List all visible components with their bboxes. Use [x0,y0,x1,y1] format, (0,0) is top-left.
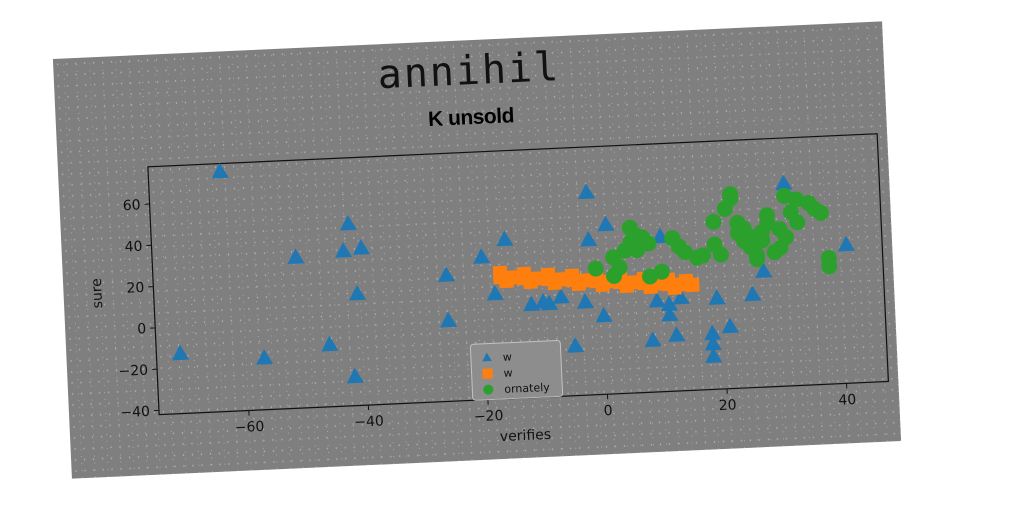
data-point-circle [628,242,645,259]
data-point-triangle [595,306,613,323]
x-tick-label: 20 [718,397,737,414]
data-point-triangle [644,331,662,348]
data-point-triangle [775,174,793,191]
series-layer [172,162,856,384]
scatter-plot: −60 −40 −20 0 20 40 −40 −20 0 20 40 60 verifies su… [89,133,890,445]
data-point-triangle [211,162,229,179]
data-point-triangle [705,347,723,363]
x-tick-label: −20 [474,408,504,425]
data-point-triangle [704,334,722,351]
data-point-triangle [721,317,739,334]
legend-marker-circle [483,384,494,395]
data-point-triangle [567,337,585,353]
data-point-triangle [577,293,595,309]
data-point-circle [676,244,693,261]
data-point-triangle [346,367,364,384]
data-point-circle [587,260,604,277]
data-point-triangle [352,239,371,255]
data-point-triangle [438,266,456,283]
data-point-circle [722,186,739,203]
data-point-triangle [755,262,773,278]
data-point-square [499,273,514,289]
y-axis-label: sure [89,278,106,309]
data-point-triangle [578,183,596,200]
data-point-circle [821,258,838,275]
data-point-square [523,274,538,290]
y-tick-label: 40 [124,239,143,256]
x-tick-label: −40 [354,413,384,430]
data-point-triangle [541,294,559,311]
data-point-circle [772,239,789,256]
data-point-triangle [523,295,541,312]
data-point-square [678,273,694,289]
x-axis-ticks: −60 −40 −20 0 20 40 [234,383,857,436]
data-point-triangle [256,349,274,365]
data-point-circle [812,204,829,221]
data-point-circle [759,215,776,232]
data-point-circle [749,251,766,268]
data-point-triangle [486,284,504,301]
data-point-circle [788,191,805,208]
data-point-triangle [708,289,726,305]
data-point-triangle [661,295,679,312]
data-point-triangle [661,305,679,322]
legend-label: ornately [504,381,550,396]
legend-label: w [503,351,513,364]
y-tick-label: 0 [137,321,147,337]
data-point-triangle [339,214,357,231]
data-point-circle [642,268,659,285]
y-tick-label: 60 [122,197,141,214]
legend-marker-triangle [482,352,492,362]
data-point-triangle [837,235,856,252]
data-point-square [619,278,634,294]
y-tick-label: −20 [118,363,148,380]
legend-box [469,339,564,401]
data-point-triangle [704,324,722,341]
data-point-square [595,277,610,293]
data-point-triangle [744,285,762,302]
x-tick-label: 40 [838,392,857,409]
data-point-triangle [672,288,690,305]
legend-marker-square [482,368,493,379]
x-axis-label: verifies [500,427,552,445]
x-tick-label: 0 [603,403,613,419]
data-point-triangle [172,344,190,361]
data-point-triangle [668,326,686,342]
series-2 [587,186,838,285]
data-point-triangle [552,288,570,304]
data-point-square [667,280,682,296]
data-point-square [547,275,562,291]
data-point-triangle [321,335,339,352]
x-tick-label: −60 [234,419,264,436]
data-point-circle [640,235,657,252]
data-point-circle [705,213,722,230]
data-point-triangle [597,215,615,232]
data-point-circle [694,247,711,264]
data-point-triangle [473,248,491,264]
data-point-circle [776,187,793,204]
y-tick-label: 20 [126,280,145,297]
legend-label: w [503,367,513,380]
data-point-circle [611,259,628,276]
data-point-circle [789,214,806,231]
y-tick-label: −40 [120,404,150,421]
data-point-triangle [349,284,367,301]
data-point-triangle [335,242,353,258]
data-point-triangle [580,230,598,247]
data-point-triangle [440,311,458,328]
data-point-triangle [287,248,305,265]
y-axis-ticks: −40 −20 0 20 40 60 [118,197,159,421]
data-point-triangle [648,291,666,308]
data-point-square [571,276,586,292]
data-point-circle [706,236,723,253]
data-point-triangle [496,230,514,247]
figure-canvas: annihil K unsold −60 −40 −20 0 20 40 −40 −20 0 2… [52,21,902,479]
series-0 [172,162,856,384]
